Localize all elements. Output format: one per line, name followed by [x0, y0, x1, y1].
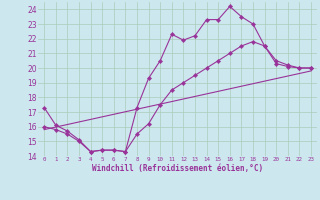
X-axis label: Windchill (Refroidissement éolien,°C): Windchill (Refroidissement éolien,°C): [92, 164, 263, 173]
